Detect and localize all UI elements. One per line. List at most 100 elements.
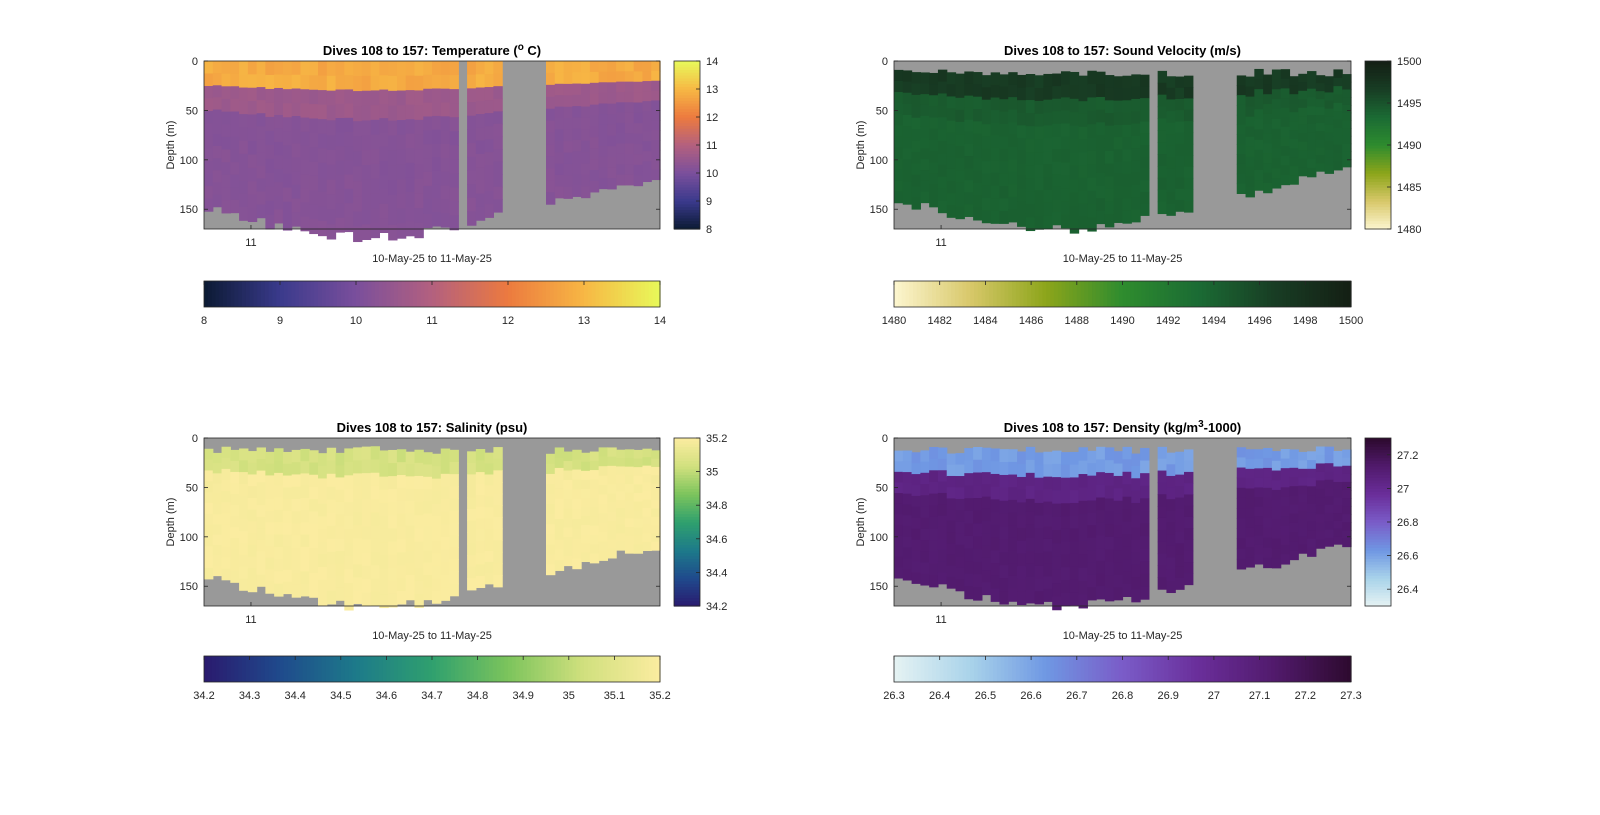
data-cell <box>546 108 556 122</box>
data-cell <box>309 75 319 91</box>
data-cell <box>344 596 354 611</box>
data-cell <box>1140 203 1150 216</box>
data-cell <box>1333 136 1343 146</box>
data-cell <box>388 489 398 503</box>
colorbar-bottom-swatch <box>1320 656 1325 682</box>
data-cell <box>1175 76 1185 89</box>
data-cell <box>1245 547 1255 558</box>
data-cell <box>973 459 983 474</box>
colorbar-right-label: 1490 <box>1397 140 1421 152</box>
data-cell <box>1060 175 1071 190</box>
colorbar-bottom-swatch <box>1331 656 1337 682</box>
data-cell <box>616 541 626 551</box>
data-cell <box>955 487 965 500</box>
colorbar-bottom-label: 1496 <box>1247 315 1271 327</box>
data-cell <box>946 96 957 110</box>
data-cell <box>581 507 591 517</box>
data-cell <box>221 457 231 470</box>
data-cell <box>1245 186 1255 198</box>
data-cell <box>964 586 974 600</box>
colorbar-right-swatch <box>674 142 700 146</box>
data-cell <box>990 524 1001 539</box>
colorbar-bottom-swatch <box>1046 281 1051 307</box>
data-cell <box>1175 566 1185 579</box>
data-cell <box>449 498 459 512</box>
data-cell <box>964 95 974 109</box>
data-cell <box>274 559 284 572</box>
data-cell <box>274 509 284 523</box>
data-cell <box>607 447 617 458</box>
colorbar-bottom-swatch <box>477 281 482 307</box>
data-cell <box>1113 587 1124 601</box>
data-cell <box>300 571 310 585</box>
data-cell <box>344 515 354 530</box>
data-cell <box>563 489 573 500</box>
data-cell <box>1078 139 1088 153</box>
data-cell <box>440 574 451 589</box>
data-cell <box>1263 133 1273 145</box>
data-cell <box>633 518 644 528</box>
colorbar-right-swatch <box>1365 440 1391 445</box>
data-cell <box>1245 166 1255 178</box>
data-cell <box>239 100 249 115</box>
data-cell <box>990 563 1001 577</box>
colorbar-right-swatch <box>674 457 700 461</box>
panel-1: Dives 108 to 157: Temperature (o C)05010… <box>165 42 718 327</box>
data-cell <box>212 158 223 171</box>
data-cell <box>432 102 442 117</box>
data-cell <box>1342 151 1352 160</box>
colorbar-right-swatch <box>1365 485 1391 489</box>
data-cell <box>616 81 626 93</box>
colorbar-bottom-swatch <box>901 281 907 307</box>
colorbar-right-swatch <box>674 122 700 126</box>
colorbar-bottom-swatch <box>625 656 631 682</box>
data-cell <box>1342 120 1352 129</box>
colorbar-bottom-swatch <box>568 656 574 682</box>
data-cell <box>256 539 266 553</box>
data-cell <box>937 200 948 214</box>
data-cell <box>1052 463 1062 478</box>
data-cell <box>326 486 337 501</box>
colorbar-bottom-swatch <box>1213 656 1219 682</box>
data-cell <box>1263 517 1273 529</box>
data-cell <box>475 495 486 508</box>
data-cell <box>1280 468 1291 479</box>
data-cell <box>973 96 983 110</box>
colorbar-bottom-swatch <box>413 281 418 307</box>
colorbar-bottom-swatch <box>962 656 967 682</box>
data-cell <box>1017 213 1027 227</box>
data-cell <box>920 180 930 193</box>
data-cell <box>1245 106 1255 118</box>
data-cell <box>1175 110 1185 123</box>
colorbar-right-swatch <box>1365 564 1391 568</box>
data-cell <box>554 95 565 108</box>
colorbar-right-swatch <box>1365 223 1391 227</box>
data-cell <box>1315 454 1326 465</box>
y-tick-label: 50 <box>186 482 198 494</box>
data-cell <box>1333 458 1343 468</box>
colorbar-bottom-swatch <box>204 281 209 307</box>
colorbar-bottom-swatch <box>1012 281 1017 307</box>
data-cell <box>955 579 965 592</box>
data-cell <box>902 493 913 506</box>
colorbar-bottom-swatch <box>538 281 543 307</box>
colorbar-bottom-swatch <box>1282 656 1287 682</box>
colorbar-bottom-swatch <box>359 281 365 307</box>
data-cell <box>326 61 337 77</box>
data-cell <box>589 534 600 545</box>
data-cell <box>1271 138 1282 150</box>
data-cell <box>361 459 372 474</box>
data-cell <box>396 475 407 489</box>
colorbar-bottom-swatch <box>966 281 971 307</box>
data-cell <box>1034 88 1045 102</box>
data-cell <box>563 518 573 529</box>
colorbar-right-swatch <box>1365 558 1391 562</box>
data-cell <box>937 69 948 83</box>
data-cell <box>546 61 556 74</box>
data-cell <box>1324 496 1335 506</box>
colorbar-right-swatch <box>1365 61 1391 65</box>
data-cell <box>1087 217 1097 232</box>
data-cell <box>361 592 372 607</box>
data-cell <box>405 550 416 564</box>
colorbar-bottom-swatch <box>504 656 509 682</box>
